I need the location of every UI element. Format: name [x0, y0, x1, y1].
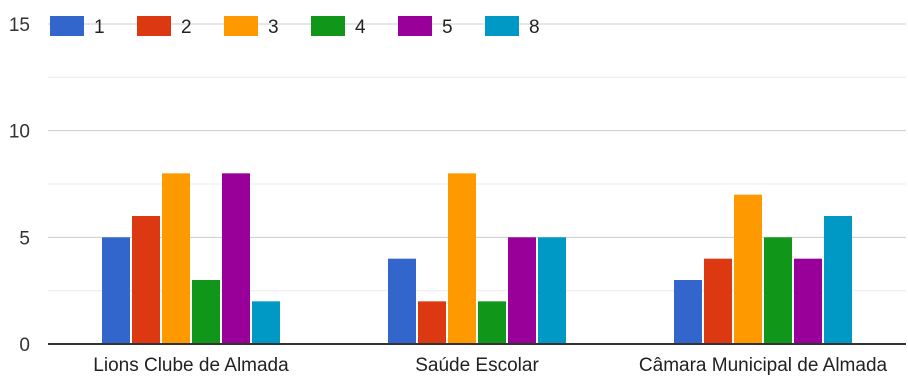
- bar-2-2: [704, 258, 732, 344]
- x-category-label: Lions Clube de Almada: [93, 355, 289, 376]
- bar-3-1: [448, 173, 476, 344]
- legend-swatch-4: [311, 16, 345, 36]
- y-tick-label: 0: [19, 335, 30, 356]
- bar-3-2: [734, 194, 762, 344]
- gridlines: [48, 23, 906, 292]
- legend-label: 2: [181, 17, 192, 38]
- bar-5-1: [508, 237, 536, 344]
- bar-4-2: [764, 237, 792, 344]
- legend-swatch-2: [137, 16, 171, 36]
- legend-swatch-5: [398, 16, 432, 36]
- legend: 1 2 3 4 5 8: [50, 16, 540, 38]
- legend-swatch-8: [485, 16, 519, 36]
- legend-swatch-3: [224, 16, 258, 36]
- legend-label: 3: [268, 17, 279, 38]
- legend-swatch-1: [50, 16, 84, 36]
- bar-5-2: [794, 258, 822, 344]
- bar-2-1: [418, 301, 446, 344]
- bar-4-1: [478, 301, 506, 344]
- legend-label: 8: [529, 17, 540, 38]
- bar-2-0: [132, 216, 160, 344]
- y-axis: 0 5 10 15: [9, 15, 30, 356]
- bar-1-1: [388, 258, 416, 344]
- bar-3-0: [162, 173, 190, 344]
- x-category-label: Saúde Escolar: [415, 355, 539, 376]
- legend-label: 5: [442, 17, 453, 38]
- x-category-label: Câmara Municipal de Almada: [639, 355, 888, 376]
- bar-1-0: [102, 237, 130, 344]
- bar-4-0: [192, 280, 220, 344]
- bar-8-0: [252, 301, 280, 344]
- x-axis: Lions Clube de Almada Saúde Escolar Câmara…: [48, 343, 906, 376]
- y-tick-label: 10: [9, 122, 30, 143]
- bars: [102, 173, 852, 344]
- y-tick-label: 5: [19, 228, 30, 249]
- bar-1-2: [674, 280, 702, 344]
- legend-label: 1: [94, 17, 105, 38]
- bar-8-2: [824, 216, 852, 344]
- legend-label: 4: [355, 17, 366, 38]
- bar-8-1: [538, 237, 566, 344]
- y-tick-label: 15: [9, 15, 30, 36]
- bar-5-0: [222, 173, 250, 344]
